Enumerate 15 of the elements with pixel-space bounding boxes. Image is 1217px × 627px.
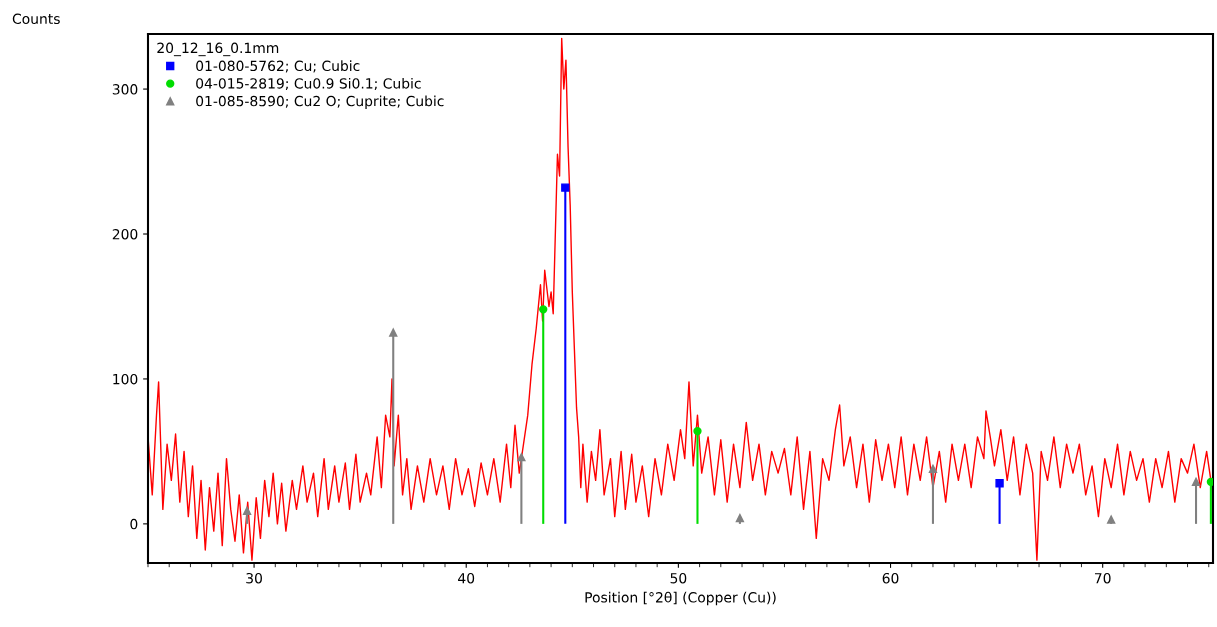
x-tick-label: 70 [1094,572,1111,584]
x-tick-label: 30 [246,572,262,584]
y-tick-label: 100 [113,373,138,385]
x-tick-label: 60 [882,572,899,584]
y-tick-label: 0 [130,518,138,530]
legend-label: 04-015-2819; Cu0.9 Si0.1; Cubic [196,77,421,91]
x-tick-label: 40 [458,572,475,584]
x-axis-title: Position [°2θ] (Copper (Cu)) [585,591,776,606]
legend-label: 01-085-8590; Cu2 O; Cuprite; Cubic [196,95,444,109]
x-tick-label: 50 [670,572,687,584]
legend-title: 20_12_16_0.1mm [157,42,279,57]
y-tick-label: 200 [112,228,138,240]
y-axis-title: Counts [12,13,60,25]
legend-label: 01-080-5762; Cu; Cubic [196,60,360,73]
y-tick-label: 300 [112,84,138,95]
